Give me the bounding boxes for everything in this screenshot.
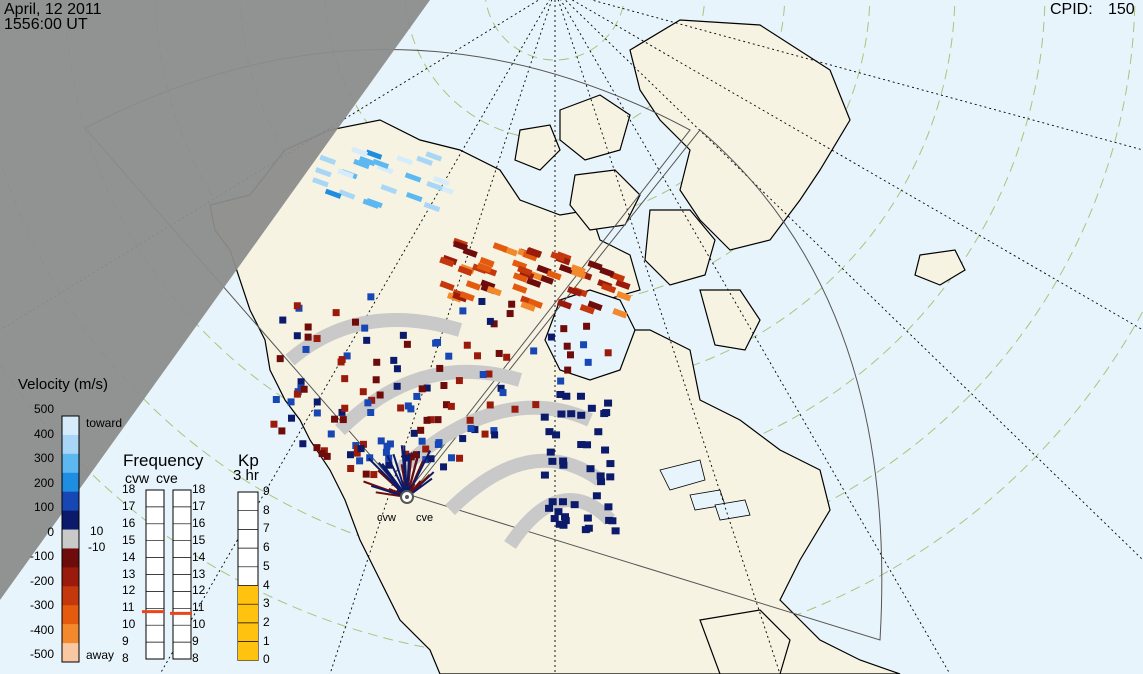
arctic-island-2 xyxy=(514,124,561,171)
kp-tick: 4 xyxy=(263,577,270,592)
radar-sites xyxy=(400,490,414,504)
frequency-tick: 16 xyxy=(122,515,136,530)
frequency-tick: 18 xyxy=(192,482,206,496)
kp-tick: 8 xyxy=(263,502,270,517)
plus-ten-label: 10 xyxy=(90,524,104,538)
kp-tick: 3 xyxy=(263,596,270,611)
colorbar-segment xyxy=(62,605,79,625)
colorbar-segment xyxy=(62,472,79,493)
radar-label-cve: cve xyxy=(416,512,433,524)
kp-tick: 7 xyxy=(263,521,270,536)
frequency-tick: 12 xyxy=(122,583,136,598)
velocity-tick: 400 xyxy=(33,426,54,441)
velocity-tick: 200 xyxy=(33,475,54,490)
arctic-island-1 xyxy=(559,94,631,161)
iceland xyxy=(914,249,966,286)
kp-title: Kp xyxy=(238,451,259,470)
frequency-tick: 11 xyxy=(192,600,205,615)
velocity-title: Velocity (m/s) xyxy=(18,376,109,393)
velocity-tick: 100 xyxy=(33,500,54,514)
kp-tick: 1 xyxy=(263,633,270,648)
frequency-tick: 15 xyxy=(122,532,136,547)
velocity-tick: -500 xyxy=(29,647,54,661)
frequency-tick: 8 xyxy=(122,651,129,665)
colorbar-segment xyxy=(62,586,79,606)
away-label: away xyxy=(86,648,115,662)
cpid-value: 150 xyxy=(1108,1,1135,18)
kp-subtitle: 3 hr xyxy=(233,467,259,484)
cpid-label: CPID: xyxy=(1050,1,1093,18)
frequency-title: Frequency xyxy=(123,451,204,470)
time-label: 1556:00 UT xyxy=(4,16,88,33)
baffin-island xyxy=(644,209,716,286)
colorbar-segment xyxy=(62,567,79,587)
frequency-tick: 17 xyxy=(192,498,206,513)
colorbar-segment xyxy=(62,416,79,436)
velocity-tick: -300 xyxy=(29,598,54,612)
colorbar-segment xyxy=(62,624,79,644)
frequency-tick: 8 xyxy=(192,651,199,665)
velocity-tick: 300 xyxy=(33,451,54,465)
kp-tick: 6 xyxy=(263,540,270,555)
frequency-tick: 15 xyxy=(192,532,206,547)
colorbar-segment xyxy=(62,491,79,512)
velocity-tick: 0 xyxy=(47,524,54,539)
velocity-tick: -200 xyxy=(29,573,54,588)
colorbar-segment xyxy=(62,434,79,455)
frequency-tick: 17 xyxy=(122,498,136,513)
frequency-tick: 9 xyxy=(122,634,129,649)
frequency-radar-cvw: cvw xyxy=(125,470,150,486)
frequency-tick: 14 xyxy=(192,549,206,564)
frequency-tick: 18 xyxy=(122,482,136,496)
central-america-land xyxy=(699,609,791,674)
velocity-tick: 500 xyxy=(33,402,54,416)
frequency-tick: 10 xyxy=(122,617,136,632)
frequency-tick: 13 xyxy=(192,566,206,581)
greenland-land xyxy=(629,19,851,251)
kp-tick: 2 xyxy=(263,614,270,629)
frequency-radar-cve: cve xyxy=(156,470,178,486)
frequency-tick: 9 xyxy=(192,634,199,649)
frequency-tick: 10 xyxy=(192,617,206,632)
frequency-tick: 13 xyxy=(122,566,136,581)
velocity-colorbar xyxy=(61,415,80,663)
velocity-cells xyxy=(270,146,632,535)
frequency-tick: 11 xyxy=(122,600,135,615)
kp-tick: 5 xyxy=(263,558,270,573)
colorbar-segment xyxy=(62,548,79,568)
night-shade xyxy=(0,0,430,600)
kp-tick: 9 xyxy=(263,484,270,498)
velocity-tick: -400 xyxy=(29,622,54,637)
minus-ten-label: -10 xyxy=(88,540,106,554)
velocity-tick: -100 xyxy=(29,549,54,563)
colorbar-segment xyxy=(62,510,79,531)
kp-panel xyxy=(237,491,259,661)
radar-label-cvw: cvw xyxy=(377,512,396,524)
colorbar-segment xyxy=(62,453,79,474)
toward-label: toward xyxy=(86,416,123,430)
kp-tick: 0 xyxy=(263,652,270,667)
colorbar-segment xyxy=(62,643,79,663)
labrador xyxy=(699,289,761,351)
frequency-tick: 16 xyxy=(192,515,206,530)
colorbar-segment xyxy=(62,529,79,549)
date-label: April, 12 2011 xyxy=(4,1,102,18)
frequency-tick: 12 xyxy=(192,583,206,598)
frequency-tick: 14 xyxy=(122,549,136,564)
frequency-panel xyxy=(142,489,192,660)
great-lakes xyxy=(659,459,751,521)
